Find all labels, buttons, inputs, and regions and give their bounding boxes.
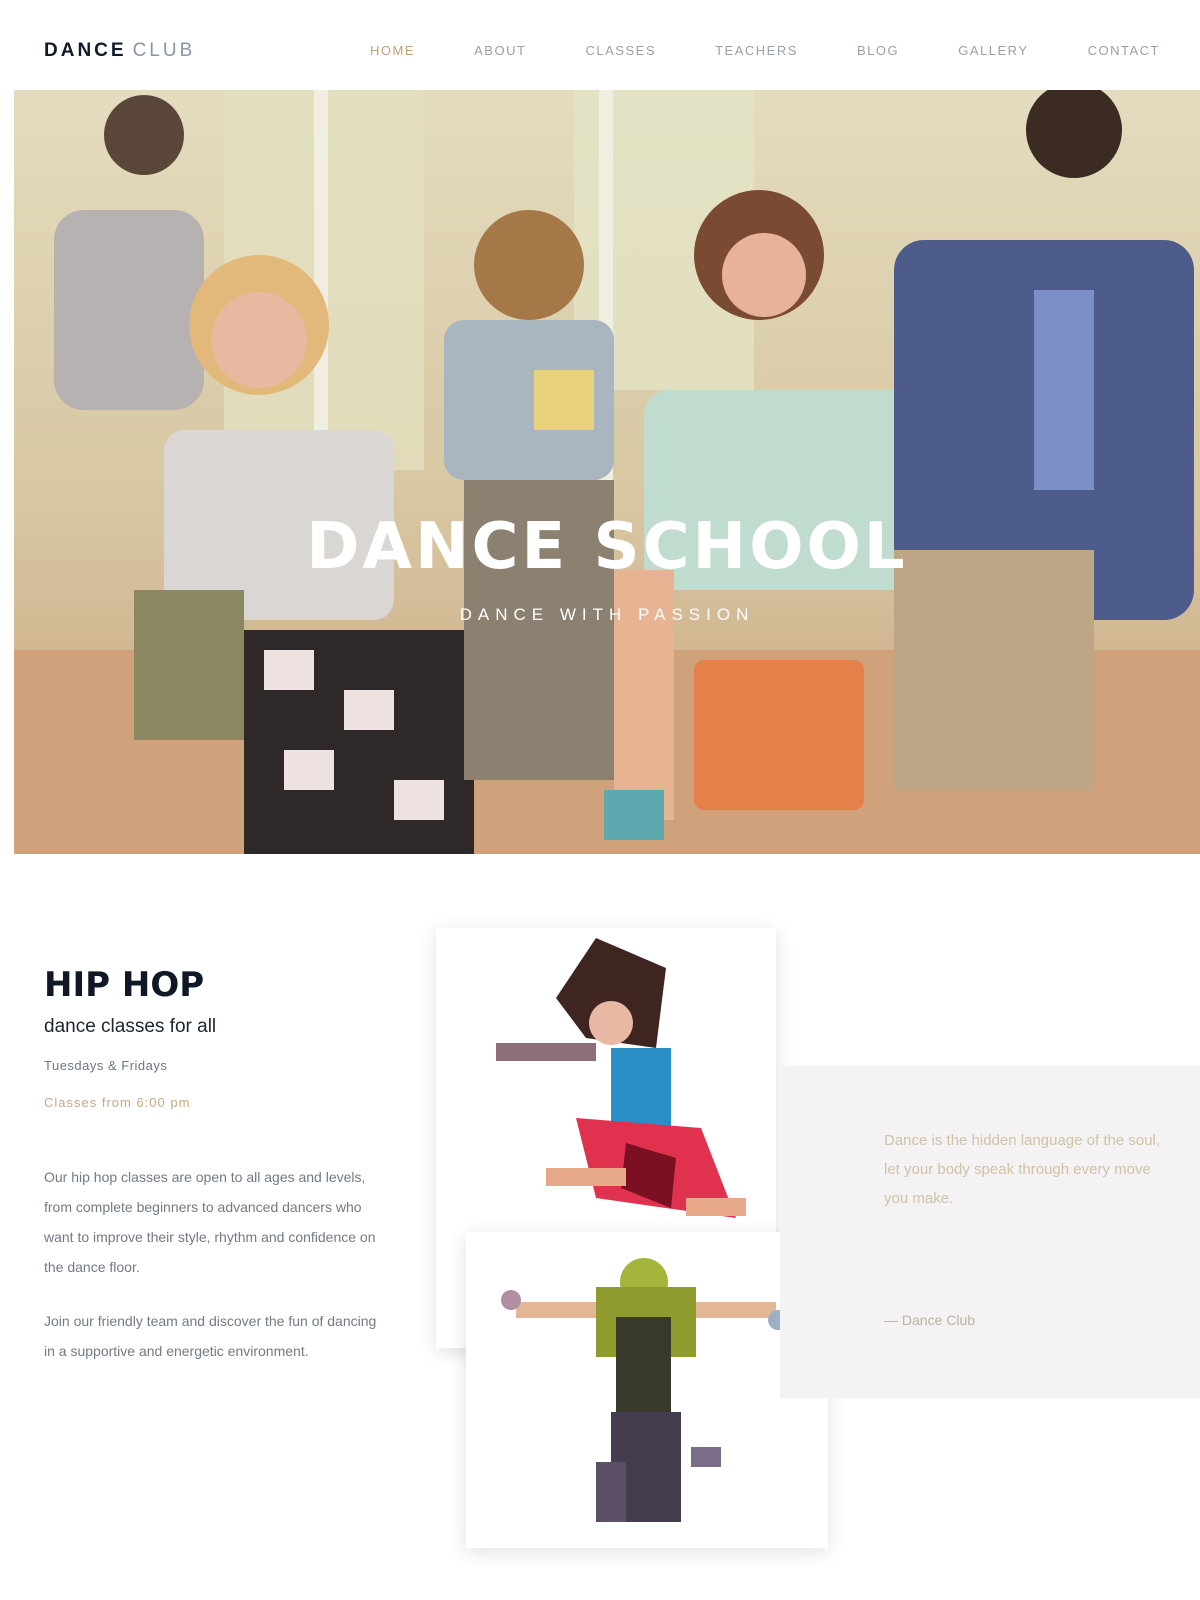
intro-heading: HIP HOP xyxy=(44,965,205,1005)
intro-text-secondary: Join our friendly team and discover the … xyxy=(44,1313,377,1359)
quote-panel: Dance is the hidden language of the soul… xyxy=(780,1066,1200,1398)
hero-subtitle: DANCE WITH PASSION xyxy=(459,605,755,624)
main-navigation: Home About Classes Teachers Blog Gallery… xyxy=(370,43,1160,58)
hero-banner: DANCE SCHOOL DANCE WITH PASSION xyxy=(14,90,1200,854)
dancer-photo-2 xyxy=(466,1232,828,1548)
nav-item-home[interactable]: Home xyxy=(370,43,415,58)
nav-item-teachers[interactable]: Teachers xyxy=(715,43,798,58)
nav-item-gallery[interactable]: Gallery xyxy=(958,43,1029,58)
nav-item-classes[interactable]: Classes xyxy=(585,43,656,58)
intro-text: Our hip hop classes are open to all ages… xyxy=(44,1169,376,1275)
hero-title: DANCE SCHOOL xyxy=(306,510,908,584)
nav-item-about[interactable]: About xyxy=(474,43,527,58)
intro-subheading: dance classes for all xyxy=(44,1016,217,1037)
intro-section: HIP HOP dance classes for all Tuesdays &… xyxy=(44,966,384,1366)
logo-main-text: DANCE xyxy=(44,40,127,61)
site-header: DANCE CLUB Home About Classes Teachers B… xyxy=(0,0,1200,90)
nav-item-contact[interactable]: Contact xyxy=(1087,43,1160,58)
dancer-photo-card-2 xyxy=(466,1232,828,1548)
intro-accent: Classes from 6:00 pm xyxy=(44,1095,191,1110)
quote-signature: — Dance Club xyxy=(884,1312,976,1328)
quote-text: Dance is the hidden language of the soul… xyxy=(884,1132,1161,1207)
intro-meta: Tuesdays & Fridays xyxy=(44,1058,168,1073)
site-logo[interactable]: DANCE CLUB xyxy=(44,40,195,62)
logo-sub-text: CLUB xyxy=(132,40,196,61)
nav-item-blog[interactable]: Blog xyxy=(857,43,900,58)
hero-photo xyxy=(14,90,1200,854)
